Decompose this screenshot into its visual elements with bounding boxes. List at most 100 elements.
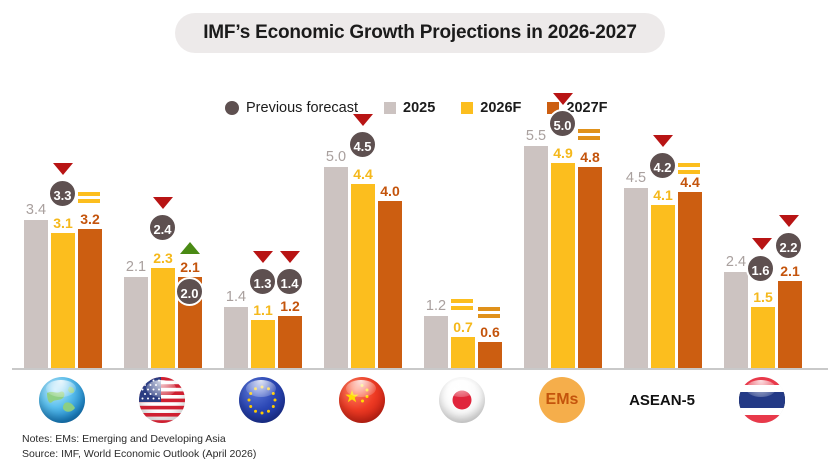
- ems-label: EMs: [539, 377, 585, 423]
- revision-marker-flat-icon-japan-2027f: [478, 307, 500, 320]
- value-label-japan-2025: 1.2: [425, 298, 447, 314]
- bar-group-world: 3.4 3.1 3.2 3.3: [12, 130, 112, 368]
- value-label-china-2025: 5.0: [325, 149, 347, 165]
- bar-group-asean5: 4.5 4.1 4.4 4.2: [612, 130, 712, 368]
- value-label-ems-2025: 5.5: [525, 128, 547, 144]
- bar-group-china: 5.0 4.4 4.0 4.5: [312, 114, 412, 368]
- previous-forecast-bubble-asean5-2026f[interactable]: 4.2: [648, 151, 677, 180]
- bars-asean5: [624, 188, 702, 368]
- bar-group-ems: 5.5 4.9 4.8 5.0: [512, 93, 612, 368]
- previous-forecast-bubble-thailand-2027f[interactable]: 2.2: [774, 231, 803, 260]
- revision-marker-flat-icon-world: [78, 192, 100, 205]
- category-euro-area: [212, 374, 312, 426]
- value-label-japan-2026f: 0.7: [453, 319, 473, 335]
- previous-forecast-bubble-thailand-2026f[interactable]: 1.6: [746, 254, 775, 283]
- bar-thailand-2026f[interactable]: [751, 307, 775, 368]
- value-label-asean5-2027f: 4.4: [680, 174, 700, 190]
- value-label-ems-2027f: 4.8: [580, 149, 600, 165]
- value-label-world-2026f: 3.1: [53, 215, 73, 231]
- notes-line-2: Source: IMF, World Economic Outlook (Apr…: [22, 448, 257, 460]
- bar-china-2025[interactable]: [324, 167, 348, 368]
- value-label-china-2026f: 4.4: [353, 166, 373, 182]
- revision-marker-down-icon-china: [353, 113, 373, 127]
- bar-euro-2025[interactable]: [224, 307, 248, 368]
- bar-japan-2027f[interactable]: [478, 342, 502, 368]
- revision-marker-down-icon-asean5: [653, 134, 673, 148]
- value-label-ems-2026f: 4.9: [553, 145, 573, 161]
- value-label-us-2027f: 2.1: [180, 259, 200, 275]
- revision-marker-down-icon-thailand-2026f: [752, 237, 772, 251]
- category-axis: EMs ASEAN-5: [0, 374, 840, 426]
- bar-thailand-2025[interactable]: [724, 272, 748, 368]
- bar-group-thailand: 2.4 1.5 2.1 1.6 2.2: [712, 130, 812, 368]
- previous-forecast-bubble-euro-2026f[interactable]: 1.3: [248, 267, 277, 296]
- bar-world-2027f[interactable]: [78, 229, 102, 368]
- flag-jp-icon: [439, 377, 485, 423]
- bar-asean5-2025[interactable]: [624, 188, 648, 368]
- page-title: IMF’s Economic Growth Projections in 202…: [203, 22, 637, 43]
- bar-euro-2026f[interactable]: [251, 320, 275, 368]
- bars-japan: [424, 316, 502, 368]
- category-asean5: ASEAN-5: [612, 374, 712, 426]
- revision-marker-down-icon-euro-2027f: [280, 250, 300, 264]
- legend-swatch-2026f-icon: [461, 102, 474, 114]
- bar-asean5-2026f[interactable]: [651, 205, 675, 368]
- bars-world: [24, 220, 102, 368]
- bar-ems-2027f[interactable]: [578, 167, 602, 368]
- value-label-thailand-2026f: 1.5: [753, 289, 773, 305]
- value-label-euro-2027f: 1.2: [280, 298, 300, 314]
- category-china: [312, 374, 412, 426]
- value-label-thailand-2027f: 2.1: [780, 263, 800, 279]
- revision-marker-down-icon-ems: [553, 92, 573, 106]
- asean5-label: ASEAN-5: [629, 391, 695, 409]
- bar-group-japan: 1.2 0.7 0.6: [412, 130, 512, 368]
- bar-japan-2025[interactable]: [424, 316, 448, 368]
- previous-forecast-bubble-us-2026f[interactable]: 2.4: [148, 213, 177, 242]
- bar-china-2026f[interactable]: [351, 184, 375, 368]
- bar-ems-2025[interactable]: [524, 146, 548, 368]
- revision-marker-down-icon-world: [53, 162, 73, 176]
- bar-ems-2026f[interactable]: [551, 163, 575, 368]
- flag-cn-icon: [339, 377, 385, 423]
- bar-group-euro-area: 1.4 1.1 1.2 1.3 1.4: [212, 130, 312, 368]
- legend-swatch-circle-icon: [225, 101, 239, 115]
- previous-forecast-bubble-euro-2027f[interactable]: 1.4: [275, 267, 304, 296]
- legend-item-2025: 2025: [384, 100, 435, 116]
- value-label-euro-2026f: 1.1: [253, 302, 273, 318]
- revision-marker-down-icon-thailand-2027f: [779, 214, 799, 228]
- bar-thailand-2027f[interactable]: [778, 281, 802, 368]
- value-label-asean5-2025: 4.5: [625, 170, 647, 186]
- bar-world-2026f[interactable]: [51, 233, 75, 368]
- bars-thailand: [724, 272, 802, 368]
- footer-notes: Notes: EMs: Emerging and Developing Asia…: [22, 432, 256, 462]
- bar-japan-2026f[interactable]: [451, 337, 475, 368]
- bar-world-2025[interactable]: [24, 220, 48, 368]
- value-label-us-2025: 2.1: [125, 259, 147, 275]
- flag-us-icon: [139, 377, 185, 423]
- bar-euro-2027f[interactable]: [278, 316, 302, 368]
- bar-china-2027f[interactable]: [378, 201, 402, 368]
- value-label-us-2026f: 2.3: [153, 250, 173, 266]
- revision-marker-flat-icon-japan-2026f: [451, 299, 473, 312]
- globe-icon: [39, 377, 85, 423]
- legend-item-previous-forecast: Previous forecast: [225, 100, 358, 116]
- previous-forecast-bubble-world-2026f[interactable]: 3.3: [48, 179, 77, 208]
- bars-ems: [524, 146, 602, 368]
- value-label-china-2027f: 4.0: [380, 183, 400, 199]
- bar-us-2025[interactable]: [124, 277, 148, 368]
- revision-marker-down-icon-euro-2026f: [253, 250, 273, 264]
- category-world: [12, 374, 112, 426]
- previous-forecast-bubble-us-2027f[interactable]: 2.0: [175, 277, 204, 306]
- legend-label-previous-forecast: Previous forecast: [246, 100, 359, 116]
- previous-forecast-bubble-china-2026f[interactable]: 4.5: [348, 130, 377, 159]
- category-japan: [412, 374, 512, 426]
- bars-euro-area: [224, 307, 302, 368]
- value-label-thailand-2025: 2.4: [725, 254, 747, 270]
- flag-eu-icon: [239, 377, 285, 423]
- revision-marker-flat-icon-ems-2027f: [578, 129, 600, 142]
- bar-asean5-2027f[interactable]: [678, 192, 702, 368]
- notes-line-1: Notes: EMs: Emerging and Developing Asia: [22, 433, 226, 445]
- previous-forecast-bubble-ems-2026f[interactable]: 5.0: [548, 109, 577, 138]
- bar-us-2026f[interactable]: [151, 268, 175, 368]
